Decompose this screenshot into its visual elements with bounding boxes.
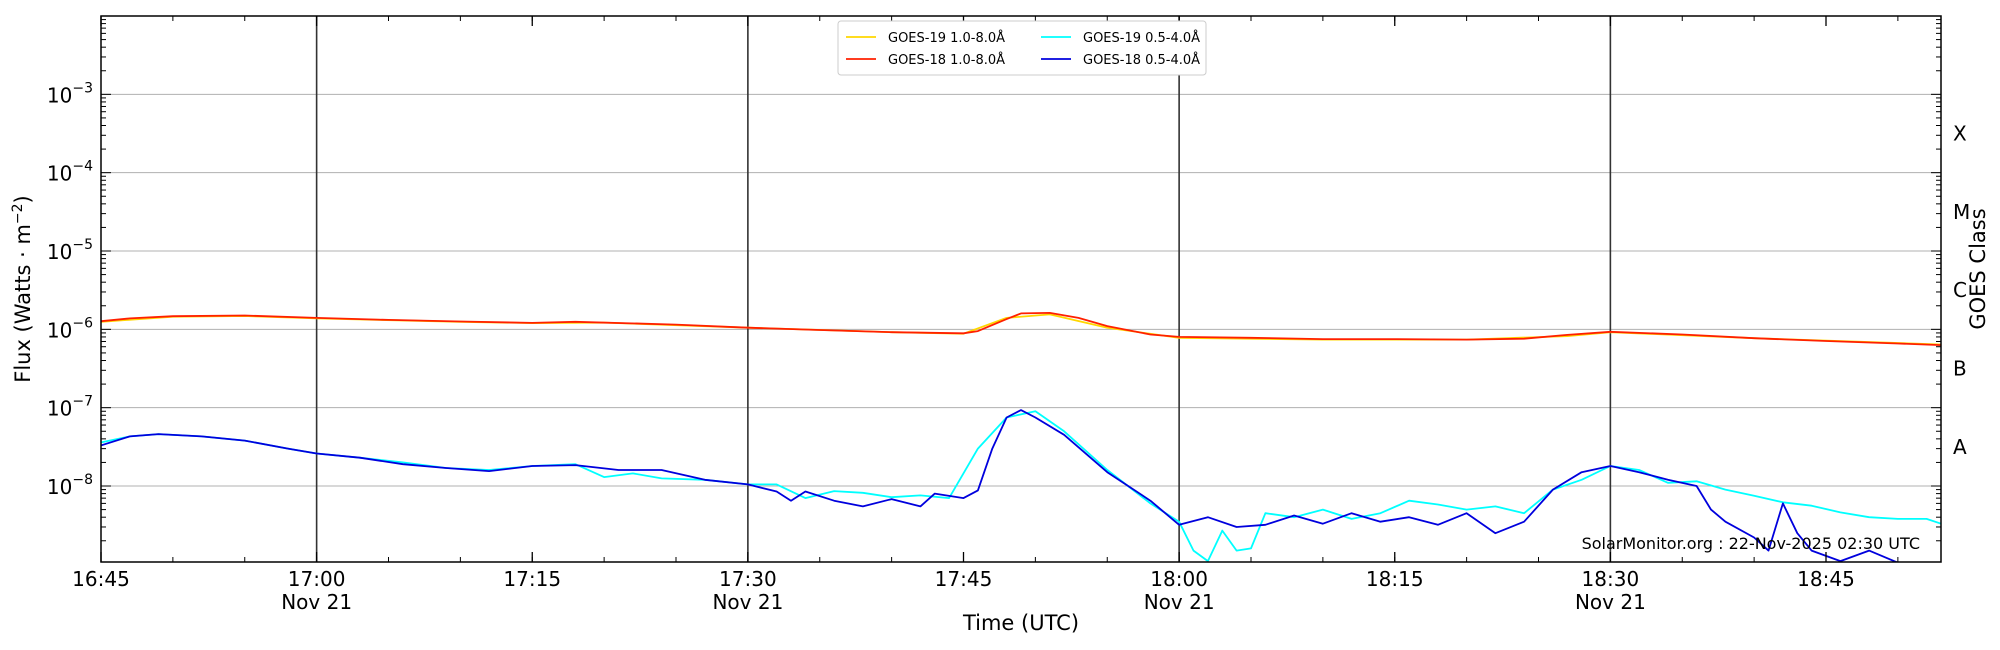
y-tick-label: 10−7 [47,394,93,421]
legend-label-2: GOES-19 0.5-4.0Å [1083,30,1200,46]
y-tick-label: 10−4 [47,159,93,186]
x-tick-date-label: Nov 21 [281,590,352,614]
x-tick-label: 18:30 [1582,567,1640,591]
goes-class-labels: A B C M X [1953,122,1970,459]
plot-frame [100,15,1942,563]
y-tick-label: 10−6 [47,315,93,342]
axis-ticks [100,16,1941,562]
goes-class-X: X [1953,122,1967,146]
x-tick-date-label: Nov 21 [712,590,783,614]
x-tick-date-label: Nov 21 [1144,590,1215,614]
y-axis-title: Flux (Watts · m−2) [10,195,35,383]
x-tick-label: 17:15 [503,567,561,591]
x-tick-label: 17:00 [288,567,346,591]
legend-label-3: GOES-18 0.5-4.0Å [1083,52,1200,68]
grid-lines [101,93,1941,487]
x-tick-label: 16:45 [72,567,130,591]
legend: GOES-19 1.0-8.0Å GOES-18 1.0-8.0Å GOES-19 … [837,20,1207,76]
x-tick-label: 17:45 [935,567,993,591]
series-lines [101,311,1941,562]
series-line-1 [101,311,1941,346]
x-tick-label: 18:15 [1366,567,1424,591]
y-tick-labels: 10−8 10−7 10−6 10−5 10−4 10−3 [47,80,93,499]
goes-class-A: A [1953,435,1967,459]
legend-label-0: GOES-19 1.0-8.0Å [888,30,1005,46]
day-marker-lines [315,16,1612,562]
x-axis-title: Time (UTC) [962,611,1079,635]
x-tick-date-label: Nov 21 [1575,590,1646,614]
x-tick-label: 18:45 [1797,567,1855,591]
legend-label-1: GOES-18 1.0-8.0Å [888,52,1005,68]
credit-text: SolarMonitor.org : 22-Nov-2025 02:30 UTC [1582,534,1920,553]
x-tick-label: 18:00 [1150,567,1208,591]
y-tick-label: 10−5 [47,237,93,264]
y-tick-label: 10−8 [47,472,93,499]
goes-class-M: M [1953,200,1970,224]
legend-box [837,20,1207,76]
x-tick-label: 17:30 [719,567,777,591]
y-tick-label: 10−3 [47,80,93,107]
y2-axis-title: GOES Class [1966,208,1990,329]
goes-class-B: B [1953,357,1967,381]
goes-class-C: C [1953,278,1967,302]
series-line-3 [101,409,1903,562]
